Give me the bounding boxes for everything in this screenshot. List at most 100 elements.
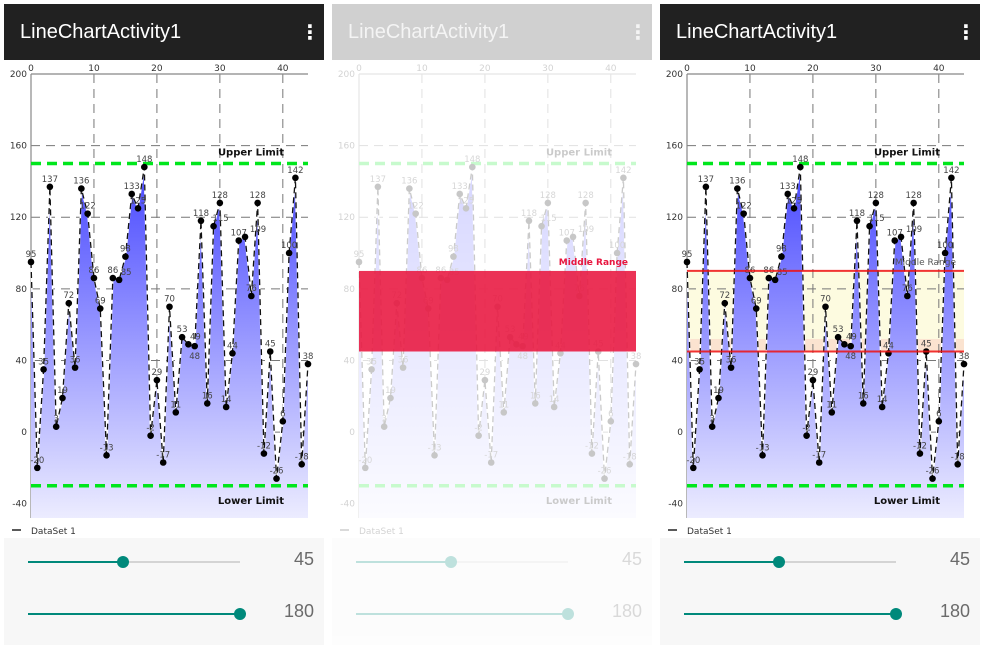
data-label: 48 [189,352,200,362]
x-tick-label: 20 [151,64,163,74]
data-point [59,394,66,402]
slider-track[interactable] [356,556,568,568]
data-point [279,418,287,425]
data-point [103,452,110,459]
data-point [853,217,861,225]
data-point [78,185,85,192]
data-label: 29 [151,368,162,378]
slider-row: 180 [4,599,324,629]
data-point [960,360,968,368]
data-point [254,199,261,207]
y-tick-label: 200 [10,70,27,80]
data-label: 16 [858,391,869,401]
limit-line-label: Lower Limit [218,496,284,507]
data-label: -18 [295,452,309,462]
x-tick-label: 0 [684,64,690,74]
data-label: 69 [95,297,106,307]
slider-thumb[interactable] [773,556,786,568]
data-point [689,464,697,472]
data-label: 86 [107,266,118,276]
data-label: 29 [807,368,818,378]
x-tick-label: 30 [214,64,226,74]
line-chart[interactable]: 0 10 20 30 40 -40 0 40 80 120 160 200 Upper Limit Low… [4,60,324,538]
data-point [128,190,136,198]
data-label: -2 [146,424,154,434]
slider-track[interactable] [356,608,574,620]
x-tick-label: 40 [933,64,945,74]
limit-line-label: Upper Limit [218,148,284,159]
data-label: 38 [959,352,970,362]
data-point [954,460,962,468]
data-label: 19 [57,386,68,396]
data-label: -17 [812,451,826,461]
data-point [191,342,198,350]
slider-panel: 45 180 [4,538,324,645]
slider-track[interactable] [684,556,896,568]
limit-line-label: Lower Limit [874,496,940,507]
data-label: 45 [921,340,932,350]
data-point [285,249,293,257]
slider-thumb[interactable] [562,608,574,620]
data-point [765,274,773,282]
data-label: 48 [845,352,856,362]
data-label: 85 [121,268,132,278]
slider-track[interactable] [28,556,240,568]
slider-panel: 45 180 [332,538,652,645]
data-point [759,452,766,459]
data-point [248,292,255,300]
slider-panel: 45 180 [660,538,980,645]
slider-thumb[interactable] [117,556,130,568]
slider-thumb[interactable] [890,608,902,620]
data-label: 16 [202,391,213,401]
x-tick-label: 20 [807,64,819,74]
data-label: 115 [212,214,228,224]
overflow-menu-icon[interactable]: ⋮ [300,20,320,44]
data-label: 128 [906,191,922,201]
data-label: 98 [776,245,787,255]
data-label: 35 [694,357,705,367]
data-label: 3 [709,415,714,425]
data-point [734,185,741,192]
data-point [71,364,79,371]
legend-label: DataSet 1 [687,527,732,537]
data-point [740,210,747,217]
data-point [809,376,817,384]
data-label: 45 [265,340,276,350]
data-label: 86 [89,266,100,276]
data-point [771,276,779,284]
data-label: -17 [156,451,170,461]
slider-value: 180 [283,601,314,621]
data-point [935,418,943,425]
slider-fill [356,561,452,563]
data-label: 6 [280,409,285,419]
data-point [27,258,35,266]
slider-track[interactable] [684,608,902,620]
data-point [721,299,729,307]
data-point [702,183,710,191]
data-label: 70 [164,295,175,305]
data-label: 38 [303,352,314,362]
overflow-menu-icon[interactable]: ⋮ [628,20,648,44]
slider-fill [684,561,780,563]
line-chart[interactable]: 0 10 20 30 40 -40 0 40 80 120 160 200 Upper Limit Low… [660,60,980,538]
slider-thumb[interactable] [234,608,246,620]
data-label: 3 [53,415,58,425]
y-tick-label: 160 [10,142,27,152]
data-label: -18 [951,452,965,462]
middle-range-label: Middle Range [895,258,957,268]
x-tick-label: 10 [744,64,756,74]
y-tick-label: 0 [677,428,683,438]
data-point [115,276,123,284]
slider-thumb[interactable] [445,556,458,568]
overflow-menu-icon[interactable]: ⋮ [956,20,976,44]
data-label: 125 [786,196,802,206]
data-label: 137 [698,175,714,185]
data-point [122,253,129,260]
data-label: 137 [42,175,58,185]
data-point [203,400,211,407]
middle-range-highlight [359,270,636,352]
data-point [292,174,299,182]
data-label: 49 [190,332,201,342]
slider-track[interactable] [28,608,246,620]
data-label: -26 [270,467,284,477]
